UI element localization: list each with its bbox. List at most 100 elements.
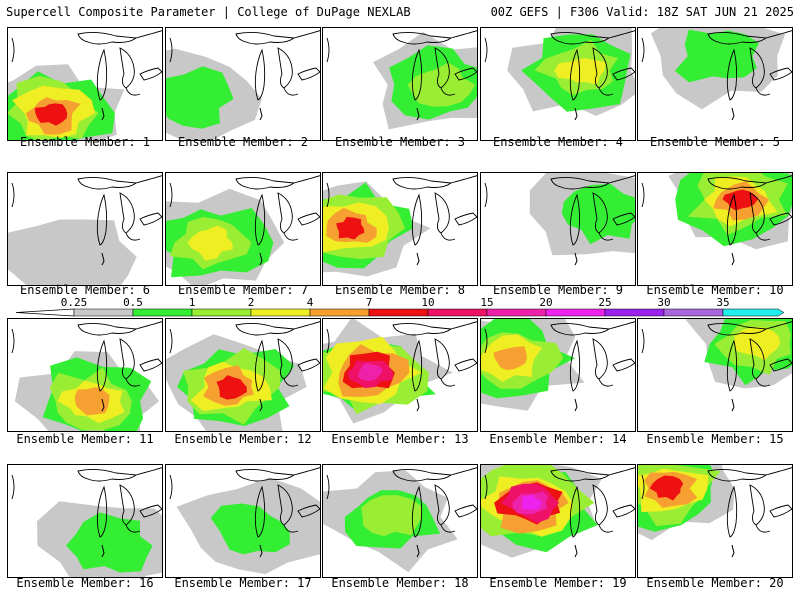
ensemble-member-map bbox=[165, 464, 321, 578]
scp-field bbox=[166, 175, 320, 285]
ensemble-member-label: Ensemble Member: 18 bbox=[331, 576, 469, 590]
ensemble-member-map bbox=[480, 318, 636, 432]
scp-contour-fill bbox=[166, 66, 234, 129]
ensemble-member-label: Ensemble Member: 6 bbox=[19, 283, 151, 297]
ensemble-member-map bbox=[322, 27, 478, 141]
great-lakes-outline bbox=[11, 467, 162, 558]
great-lakes-outline bbox=[11, 321, 162, 412]
ensemble-member-map bbox=[7, 318, 163, 432]
ensemble-member-label: Ensemble Member: 9 bbox=[492, 283, 624, 297]
scp-contour-fill bbox=[34, 103, 68, 126]
color-scale-tick-label: 7 bbox=[365, 296, 373, 309]
scp-contour-fill bbox=[561, 183, 635, 245]
ensemble-member-label: Ensemble Member: 17 bbox=[174, 576, 312, 590]
scp-field bbox=[8, 175, 162, 285]
color-scale-tick-label: 2 bbox=[247, 296, 255, 309]
ensemble-member-map bbox=[480, 27, 636, 141]
color-scale-tick-label: 10 bbox=[421, 296, 435, 309]
color-scale-swatch bbox=[722, 308, 785, 317]
color-scale-tick-label: 0.25 bbox=[60, 296, 88, 309]
great-lakes-outline bbox=[11, 30, 162, 121]
ensemble-member-map bbox=[637, 27, 793, 141]
ensemble-member-label: Ensemble Member: 13 bbox=[331, 432, 469, 446]
scp-contour-fill bbox=[187, 225, 233, 261]
color-scale-tick-label: 15 bbox=[480, 296, 494, 309]
ensemble-member-map bbox=[322, 464, 478, 578]
color-scale-tick-label: 1 bbox=[188, 296, 196, 309]
ensemble-member-map bbox=[322, 318, 478, 432]
ensemble-member-label: Ensemble Member: 4 bbox=[492, 135, 624, 149]
scp-field bbox=[638, 465, 792, 558]
scp-contour-fill bbox=[361, 495, 423, 537]
scp-contour-fill bbox=[358, 362, 383, 381]
color-scale-swatch bbox=[486, 308, 547, 317]
scp-field bbox=[481, 465, 635, 558]
ensemble-member-label: Ensemble Member: 14 bbox=[489, 432, 627, 446]
great-lakes-outline bbox=[169, 30, 320, 121]
color-scale-swatch bbox=[73, 308, 134, 317]
scp-field bbox=[326, 30, 477, 130]
ensemble-member-map bbox=[7, 464, 163, 578]
scp-field bbox=[169, 467, 320, 575]
color-scale-swatch bbox=[191, 308, 252, 317]
ensemble-member-label: Ensemble Member: 16 bbox=[16, 576, 154, 590]
color-scale-tick-label: 35 bbox=[716, 296, 730, 309]
color-scale-tick-label: 4 bbox=[306, 296, 314, 309]
scp-contour-fill bbox=[522, 494, 542, 511]
great-lakes-outline bbox=[326, 467, 477, 558]
scp-field bbox=[641, 28, 792, 121]
scp-contour-fill bbox=[8, 219, 137, 285]
color-scale-swatch bbox=[545, 308, 606, 317]
great-lakes-outline bbox=[169, 321, 320, 412]
scp-contour-fill bbox=[66, 512, 153, 573]
color-scale-tick-label: 0.5 bbox=[123, 296, 143, 309]
ensemble-member-map bbox=[165, 318, 321, 432]
scp-contour-fill bbox=[407, 62, 476, 107]
scp-field bbox=[641, 319, 792, 412]
ensemble-member-label: Ensemble Member: 8 bbox=[334, 283, 466, 297]
scp-contour-fill bbox=[493, 346, 527, 371]
great-lakes-outline bbox=[641, 30, 792, 121]
ensemble-member-label: Ensemble Member: 5 bbox=[649, 135, 781, 149]
great-lakes-outline bbox=[326, 175, 477, 266]
color-scale-bar bbox=[15, 308, 785, 317]
ensemble-member-map bbox=[637, 464, 793, 578]
great-lakes-outline bbox=[641, 175, 792, 266]
ensemble-member-label: Ensemble Member: 11 bbox=[16, 432, 154, 446]
ensemble-member-label: Ensemble Member: 12 bbox=[174, 432, 312, 446]
color-scale-swatch bbox=[132, 308, 193, 317]
great-lakes-outline bbox=[169, 467, 320, 558]
scp-contour-fill bbox=[74, 387, 110, 416]
scp-contour-fill bbox=[210, 503, 290, 555]
great-lakes-outline bbox=[326, 321, 477, 412]
scp-contour-fill bbox=[336, 216, 365, 240]
great-lakes-outline bbox=[484, 30, 635, 121]
ensemble-member-map bbox=[7, 172, 163, 286]
color-scale-tick-label: 20 bbox=[539, 296, 553, 309]
color-scale-swatch bbox=[368, 308, 429, 317]
great-lakes-outline bbox=[11, 175, 162, 266]
ensemble-member-label: Ensemble Member: 7 bbox=[177, 283, 309, 297]
scp-contour-fill bbox=[554, 58, 606, 85]
scp-field bbox=[11, 467, 162, 577]
ensemble-member-map bbox=[637, 318, 793, 432]
ensemble-member-map bbox=[165, 27, 321, 141]
ensemble-member-label: Ensemble Member: 1 bbox=[19, 135, 151, 149]
color-scale-tick-label: 25 bbox=[598, 296, 612, 309]
great-lakes-outline bbox=[641, 321, 792, 412]
scp-field bbox=[481, 319, 635, 412]
color-scale-swatch bbox=[427, 308, 488, 317]
scp-contour-fill bbox=[216, 375, 247, 400]
great-lakes-outline bbox=[169, 175, 320, 266]
great-lakes-outline bbox=[641, 467, 792, 558]
great-lakes-outline bbox=[326, 30, 477, 121]
scp-contour-fill bbox=[722, 189, 758, 211]
color-scale-swatch bbox=[250, 308, 311, 317]
color-scale-below-min bbox=[15, 308, 75, 317]
color-scale-swatch bbox=[663, 308, 724, 317]
scp-field bbox=[323, 175, 477, 277]
map-title: Supercell Composite Parameter | College … bbox=[6, 5, 411, 19]
color-scale-swatch bbox=[604, 308, 665, 317]
scp-field bbox=[484, 173, 635, 266]
scp-field bbox=[323, 467, 477, 573]
